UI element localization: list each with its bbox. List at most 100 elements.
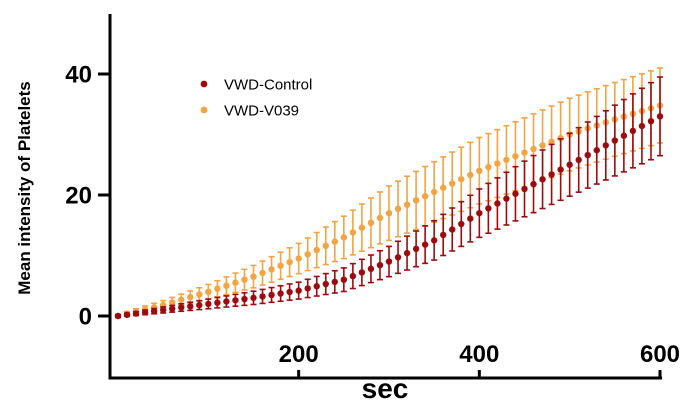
data-point: [530, 180, 537, 188]
data-point: [250, 294, 257, 302]
data-point: [503, 156, 510, 164]
legend-label: VWD-Control: [224, 77, 312, 94]
data-point: [169, 305, 176, 312]
data-point: [557, 166, 564, 173]
data-point: [548, 171, 555, 178]
data-point: [223, 298, 230, 305]
data-point: [304, 251, 311, 258]
data-point: [178, 296, 185, 303]
data-point: [205, 288, 212, 295]
data-point: [367, 265, 375, 273]
data-point: [295, 255, 302, 262]
data-point: [620, 132, 628, 139]
data-point: [385, 209, 393, 217]
data-point: [205, 300, 212, 308]
data-point: [169, 299, 176, 306]
data-point: [340, 234, 348, 241]
data-point: [647, 117, 655, 125]
data-point: [575, 156, 582, 164]
data-point: [449, 226, 456, 233]
data-point: [340, 276, 348, 283]
data-point: [403, 249, 411, 257]
data-point: [539, 176, 546, 183]
data-point: [367, 219, 375, 227]
series-vwd-v039: [114, 67, 664, 320]
legend-marker: [200, 106, 208, 114]
data-point: [295, 287, 302, 294]
data-point: [259, 293, 266, 300]
data-point: [214, 285, 221, 292]
data-point: [286, 258, 293, 266]
data-point: [394, 205, 402, 213]
data-point: [358, 224, 366, 231]
data-point: [132, 310, 140, 317]
data-point: [566, 161, 573, 168]
data-point: [313, 283, 320, 290]
data-point: [187, 303, 194, 310]
data-point: [602, 142, 609, 149]
data-point: [440, 184, 447, 191]
data-point: [313, 246, 320, 254]
x-tick-label: 200: [279, 341, 319, 368]
data-point: [412, 197, 420, 204]
data-point: [629, 127, 637, 135]
y-tick-label: 20: [65, 183, 92, 210]
data-point: [476, 167, 483, 174]
data-point: [467, 171, 474, 179]
data-point: [187, 293, 194, 301]
data-point: [349, 229, 357, 236]
series-layer: [114, 67, 664, 320]
data-point: [430, 188, 438, 196]
data-point: [421, 241, 429, 248]
data-point: [286, 288, 293, 296]
data-point: [331, 238, 338, 245]
data-point: [277, 290, 284, 297]
data-point: [214, 299, 221, 306]
data-point: [584, 151, 591, 159]
y-axis-title: Mean intensity of Platelets: [15, 81, 34, 295]
data-point: [449, 180, 456, 187]
data-point: [512, 190, 519, 197]
data-point: [385, 258, 393, 265]
data-point: [250, 273, 257, 280]
data-point: [304, 285, 311, 292]
legend: VWD-Control VWD-V039: [200, 77, 312, 120]
data-point: [196, 291, 203, 298]
data-point: [232, 279, 239, 286]
data-point: [349, 272, 357, 280]
legend-label: VWD-V039: [224, 103, 299, 120]
data-point: [358, 269, 366, 276]
data-point: [503, 195, 510, 202]
data-point: [277, 262, 284, 269]
data-point: [123, 311, 131, 318]
data-point: [656, 113, 664, 120]
data-point: [494, 160, 501, 167]
data-point: [548, 138, 555, 145]
data-point: [530, 145, 537, 153]
data-point: [232, 297, 239, 304]
data-point: [521, 149, 528, 156]
data-point: [223, 282, 230, 289]
data-point: [268, 266, 275, 273]
data-point: [494, 200, 501, 207]
data-point: [485, 163, 492, 171]
data-point: [196, 301, 203, 309]
data-point: [150, 307, 158, 315]
data-point: [403, 201, 411, 208]
data-point: [430, 237, 438, 244]
data-point: [476, 209, 483, 217]
data-point: [376, 261, 384, 269]
legend-marker: [200, 80, 208, 88]
data-point: [322, 242, 329, 250]
data-point: [114, 312, 122, 320]
data-point: [611, 137, 619, 144]
data-point: [421, 193, 429, 200]
series-vwd-control: [114, 76, 664, 320]
axes: 200 400 600 0 20 40 sec Mean intensity of Plate…: [15, 14, 680, 404]
y-tick-label: 0: [79, 304, 92, 331]
data-point: [241, 276, 248, 283]
data-point: [141, 309, 149, 316]
data-point: [178, 304, 185, 311]
data-point: [458, 220, 465, 228]
